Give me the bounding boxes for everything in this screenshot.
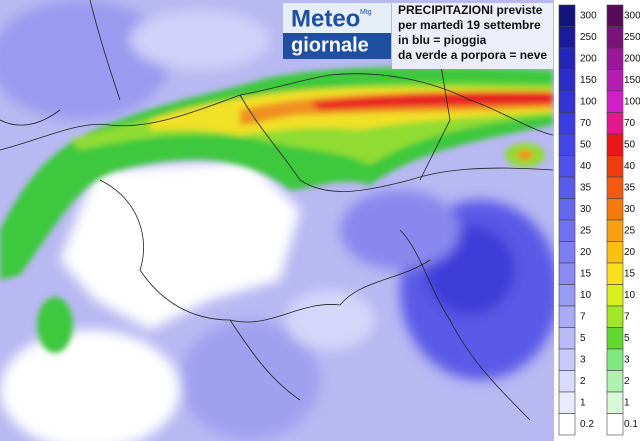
- scale-swatch: [558, 327, 576, 350]
- scale-label: 25: [580, 225, 592, 236]
- scale-label: 150: [624, 75, 640, 86]
- scale-swatch: [606, 284, 624, 307]
- scale-label: 1: [624, 397, 630, 408]
- scale-swatch: [558, 348, 576, 371]
- scale-swatch: [606, 176, 624, 199]
- logo-line2: giornale: [291, 34, 369, 56]
- scale-label: 250: [624, 32, 640, 43]
- scale-swatch: [606, 90, 624, 113]
- scale-swatch: [558, 133, 576, 156]
- scale-label: 100: [580, 96, 597, 107]
- scale-label: 7: [580, 311, 586, 322]
- scale-swatch: [558, 305, 576, 328]
- legend-text: per martedì 19 settembre: [398, 18, 541, 32]
- logo-badge: Mtg: [360, 9, 372, 16]
- logo: Meteo Mtg giornale: [283, 3, 391, 59]
- scale-swatch: [606, 133, 624, 156]
- scale-label: 10: [580, 290, 592, 301]
- scale-swatch: [606, 112, 624, 135]
- scale-swatch: [558, 413, 576, 436]
- scale-swatch: [558, 4, 576, 27]
- scale-label: 1: [580, 397, 586, 408]
- legend-box: PRECIPITAZIONI previste per martedì 19 s…: [392, 3, 553, 69]
- scale-label: 35: [624, 182, 636, 193]
- scale-swatch: [606, 219, 624, 242]
- scale-swatch: [558, 241, 576, 264]
- map-area: [0, 0, 560, 441]
- scale-swatch: [558, 262, 576, 285]
- legend-text: in blu = pioggia: [398, 33, 487, 47]
- scale-swatch: [558, 198, 576, 221]
- scale-label: 150: [580, 75, 597, 86]
- scale-label: 2: [624, 376, 630, 387]
- scale-label: 3: [580, 354, 586, 365]
- logo-line1: Meteo: [291, 5, 360, 32]
- scale-swatch: [606, 348, 624, 371]
- scale-swatch: [558, 90, 576, 113]
- scale-label: 70: [624, 118, 636, 129]
- scale-swatch: [558, 47, 576, 70]
- scale-label: 2: [580, 376, 586, 387]
- scale-swatch: [606, 391, 624, 414]
- scale-swatch: [606, 370, 624, 393]
- scale-label: 40: [580, 161, 592, 172]
- scale-swatch: [558, 219, 576, 242]
- scale-swatch: [606, 26, 624, 49]
- scale-label: 20: [580, 247, 592, 258]
- scale-swatch: [606, 413, 624, 436]
- scale-swatch: [558, 391, 576, 414]
- scale-label: 5: [624, 333, 630, 344]
- scale-label: 100: [624, 96, 640, 107]
- scale-label: 200: [580, 53, 597, 64]
- scale-swatch: [606, 69, 624, 92]
- scale-swatch: [606, 155, 624, 178]
- scale-label: 0.2: [580, 419, 594, 430]
- scale-label: 25: [624, 225, 636, 236]
- scale-swatch: [606, 241, 624, 264]
- scale-swatch: [606, 47, 624, 70]
- scale-label: 35: [580, 182, 592, 193]
- scale-swatch: [558, 155, 576, 178]
- scale-swatch: [606, 262, 624, 285]
- scale-label: 70: [580, 118, 592, 129]
- scale-swatch: [606, 4, 624, 27]
- legend-text: PRECIPITAZIONI previste: [398, 3, 543, 17]
- scale-label: 250: [580, 32, 597, 43]
- scale-label: 300: [624, 10, 640, 21]
- scale-swatch: [558, 370, 576, 393]
- scale-label: 30: [624, 204, 636, 215]
- scale-swatch: [558, 176, 576, 199]
- scale-label: 50: [580, 139, 592, 150]
- scale-label: 20: [624, 247, 636, 258]
- scale-label: 40: [624, 161, 636, 172]
- scale-label: 3: [624, 354, 630, 365]
- scale-label: 50: [624, 139, 636, 150]
- scale-swatch: [606, 305, 624, 328]
- scale-label: 0.1: [624, 419, 638, 430]
- scale-label: 7: [624, 311, 630, 322]
- scale-swatch: [606, 327, 624, 350]
- scale-swatch: [558, 69, 576, 92]
- borders: [0, 0, 554, 421]
- scale-label: 15: [624, 268, 636, 279]
- scale-label: 15: [580, 268, 592, 279]
- scale-label: 300: [580, 10, 597, 21]
- scale-swatch: [558, 26, 576, 49]
- color-scales: 300250200150100705040353025201510753210.…: [558, 4, 640, 436]
- scale-swatch: [606, 198, 624, 221]
- scale-label: 30: [580, 204, 592, 215]
- scale-swatch: [558, 284, 576, 307]
- scale-label: 200: [624, 53, 640, 64]
- scale-label: 10: [624, 290, 636, 301]
- scale-label: 5: [580, 333, 586, 344]
- scale-swatch: [558, 112, 576, 135]
- legend-text: da verde a porpora = neve: [398, 48, 547, 62]
